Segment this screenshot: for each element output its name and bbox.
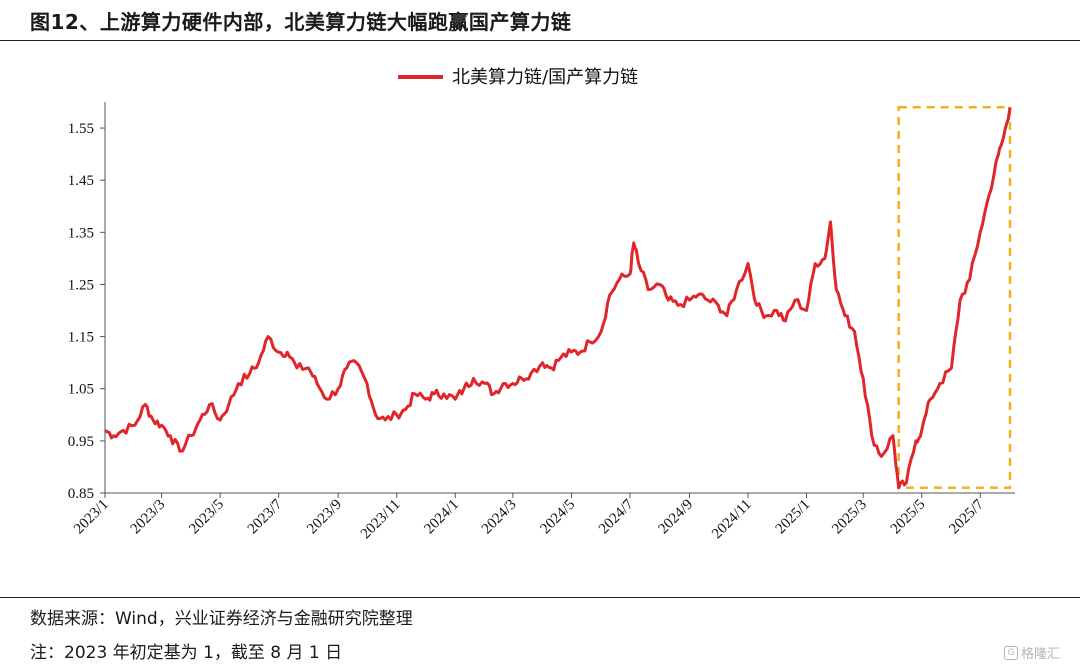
x-tick-label: 2025/5 [888,497,929,538]
x-tick-label: 2025/7 [946,496,987,537]
data-source-text: 数据来源：Wind，兴业证券经济与金融研究院整理 [30,609,413,629]
chart-legend: 北美算力链/国产算力链 [398,67,638,88]
x-tick-label: 2025/3 [829,497,870,538]
line-chart: 北美算力链/国产算力链 0.85 0.95 1.05 1.15 1.25 1.35 1.45… [68,67,1015,542]
footer-divider [0,597,1080,598]
watermark-logo-icon: G [1003,645,1018,660]
highlight-box [897,105,1012,490]
x-tick-label: 2023/3 [128,497,169,538]
x-tick-label: 2024/9 [656,497,697,538]
x-tick-label: 2024/3 [479,497,520,538]
x-tick-label: 2024/5 [537,497,578,538]
y-tick-label: 0.95 [68,434,94,450]
y-tick-label: 0.85 [68,486,94,502]
series-line [104,106,1012,490]
legend-label: 北美算力链/国产算力链 [452,67,638,88]
x-tick-label: 2025/1 [773,497,814,538]
x-tick-label: 2023/1 [71,497,112,538]
y-tick-label: 1.25 [68,277,94,293]
y-tick-label: 1.55 [68,121,94,137]
watermark: G 格隆汇 [1003,643,1060,662]
x-tick-label: 2023/5 [186,497,227,538]
y-tick-label: 1.05 [68,382,94,398]
x-axis-ticks: 2023/1 2023/3 2023/5 2023/7 2023/9 2023/11 202… [71,493,987,542]
x-tick-label: 2024/7 [596,496,637,537]
y-tick-label: 1.35 [68,225,94,241]
y-tick-label: 1.15 [68,330,94,346]
y-tick-label: 1.45 [68,173,94,189]
y-axis-ticks: 0.85 0.95 1.05 1.15 1.25 1.35 1.45 1.55 [68,121,105,502]
x-tick-label: 2024/11 [709,497,755,543]
chart-axes [104,102,1015,494]
x-tick-label: 2023/9 [304,497,345,538]
footnote-text: 注：2023 年初定基为 1，截至 8 月 1 日 [30,643,343,663]
x-tick-label: 2023/11 [358,497,404,543]
watermark-text: 格隆汇 [1020,647,1060,662]
figure-title: 图12、上游算力硬件内部，北美算力链大幅跑赢国产算力链 [30,10,572,34]
x-tick-label: 2023/7 [245,496,286,537]
title-divider [0,40,1080,41]
x-tick-label: 2024/1 [421,497,462,538]
